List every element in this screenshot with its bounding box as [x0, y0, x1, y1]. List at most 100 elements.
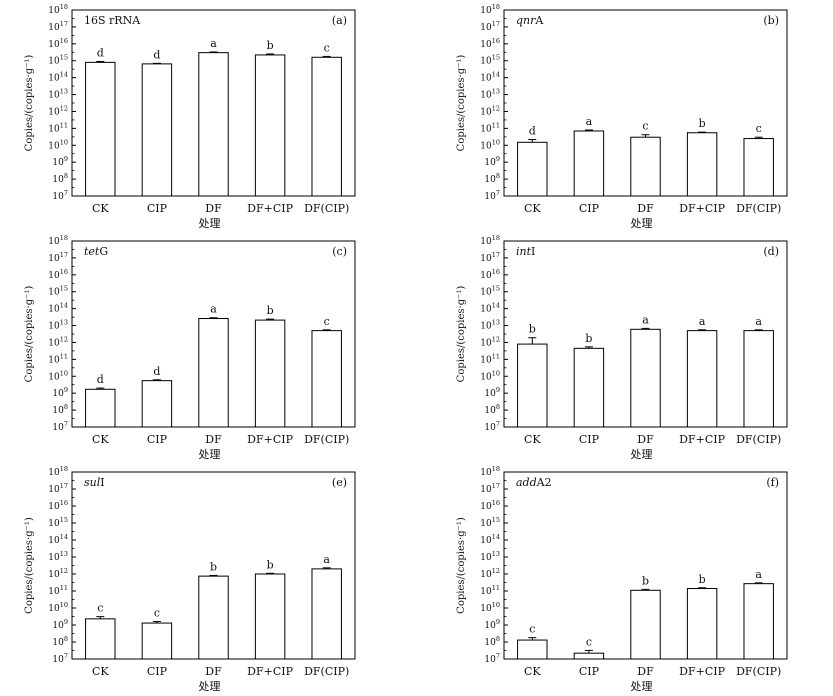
- significance-label-d-0: b: [529, 323, 536, 336]
- y-tick-label-d-16: 1016: [480, 268, 500, 281]
- y-tick-label-c-13: 1013: [48, 319, 68, 332]
- significance-label-d-4: a: [755, 315, 762, 328]
- bar-b-2: [630, 136, 661, 197]
- y-tick-label-d-13: 1013: [480, 319, 500, 332]
- y-tick-label-b-9: 109: [484, 155, 500, 168]
- panel-label-b: (b): [763, 14, 779, 27]
- significance-label-f-3: b: [699, 573, 706, 586]
- y-tick-label-b-16: 1016: [480, 37, 500, 50]
- bar-f-1: [573, 652, 605, 660]
- significance-label-d-3: a: [699, 315, 706, 328]
- y-tick-label-a-13: 1013: [48, 88, 68, 101]
- y-tick-label-f-10: 1010: [480, 601, 500, 614]
- y-tick-label-a-16: 1016: [48, 37, 68, 50]
- category-label-a-2: DF: [205, 202, 222, 215]
- y-tick-label-a-15: 1015: [48, 54, 68, 67]
- category-label-e-2: DF: [205, 665, 222, 678]
- y-tick-label-f-16: 1016: [480, 499, 500, 512]
- bar-f-0: [517, 639, 548, 660]
- bar-f-4: [743, 583, 774, 660]
- panel-title-b: qnrA: [516, 14, 544, 27]
- y-tick-label-c-17: 1017: [48, 251, 68, 264]
- significance-label-c-4: c: [324, 315, 330, 328]
- panel-title-c: tetG: [84, 245, 108, 258]
- bar-a-1: [141, 63, 173, 197]
- category-label-d-3: DF+CIP: [679, 433, 725, 446]
- category-label-c-1: CIP: [147, 433, 168, 446]
- bar-c-0: [85, 388, 116, 428]
- y-tick-label-b-12: 1012: [480, 104, 500, 117]
- significance-label-c-2: a: [210, 303, 217, 316]
- category-label-c-0: CK: [92, 433, 109, 446]
- y-tick-label-c-16: 1016: [48, 268, 68, 281]
- category-label-f-1: CIP: [579, 665, 600, 678]
- significance-label-e-3: b: [267, 558, 274, 571]
- bar-b-3: [686, 132, 718, 197]
- significance-label-d-1: b: [585, 332, 592, 345]
- panel-a: 107 108 109 1010 1011 1012 1013 1014 1015 1016 101…: [24, 3, 356, 230]
- bar-d-1: [573, 347, 605, 428]
- category-label-c-2: DF: [205, 433, 222, 446]
- category-label-d-1: CIP: [579, 433, 600, 446]
- bar-c-3: [254, 319, 286, 428]
- panel-b: 107 108 109 1010 1011 1012 1013 1014 1015 1016 101…: [456, 3, 788, 230]
- category-label-e-0: CK: [92, 665, 109, 678]
- bar-e-2: [198, 575, 229, 660]
- category-label-b-3: DF+CIP: [679, 202, 725, 215]
- bar-d-2: [630, 328, 661, 428]
- significance-label-c-0: d: [97, 373, 104, 386]
- category-label-c-4: DF(CIP): [304, 433, 349, 446]
- category-label-e-4: DF(CIP): [304, 665, 349, 678]
- bar-c-4: [311, 330, 342, 428]
- x-axis-label-e: 处理: [199, 680, 221, 693]
- y-tick-label-c-18: 1018: [48, 234, 68, 247]
- significance-label-c-1: d: [153, 365, 160, 378]
- y-tick-label-e-12: 1012: [48, 567, 68, 580]
- significance-label-e-2: b: [210, 560, 217, 573]
- category-label-a-1: CIP: [147, 202, 168, 215]
- y-tick-label-d-7: 107: [484, 420, 500, 433]
- category-label-b-2: DF: [637, 202, 654, 215]
- category-label-f-0: CK: [524, 665, 541, 678]
- significance-label-a-0: d: [97, 47, 104, 60]
- category-label-f-2: DF: [637, 665, 654, 678]
- bar-a-4: [311, 56, 342, 197]
- y-tick-label-d-9: 109: [484, 386, 500, 399]
- y-tick-label-b-17: 1017: [480, 20, 500, 33]
- category-label-d-4: DF(CIP): [736, 433, 781, 446]
- category-label-c-3: DF+CIP: [247, 433, 293, 446]
- y-tick-label-a-7: 107: [52, 189, 68, 202]
- bar-c-2: [198, 318, 229, 428]
- bar-f-3: [686, 588, 718, 660]
- y-tick-label-b-7: 107: [484, 189, 500, 202]
- y-tick-label-f-7: 107: [484, 652, 500, 665]
- y-tick-label-b-14: 1014: [480, 71, 500, 84]
- y-axis-label-f: Copies/(copies·g⁻¹): [456, 517, 467, 614]
- panel-label-e: (e): [332, 476, 347, 489]
- panel-title-e: sulI: [84, 476, 105, 489]
- significance-label-b-3: b: [699, 117, 706, 130]
- significance-label-f-0: c: [529, 623, 535, 636]
- y-tick-label-e-14: 1014: [48, 533, 68, 546]
- y-tick-label-e-10: 1010: [48, 601, 68, 614]
- y-tick-label-f-15: 1015: [480, 516, 500, 529]
- y-tick-label-f-14: 1014: [480, 533, 500, 546]
- x-axis-label-f: 处理: [631, 680, 653, 693]
- significance-label-a-3: b: [267, 39, 274, 52]
- category-label-b-4: DF(CIP): [736, 202, 781, 215]
- significance-label-e-1: c: [154, 607, 160, 620]
- significance-label-a-4: c: [324, 41, 330, 54]
- bar-e-0: [85, 618, 116, 660]
- significance-label-a-1: d: [153, 48, 160, 61]
- x-axis-label-d: 处理: [631, 448, 653, 461]
- category-label-a-3: DF+CIP: [247, 202, 293, 215]
- category-label-b-0: CK: [524, 202, 541, 215]
- significance-label-f-4: a: [755, 568, 762, 581]
- y-tick-label-c-12: 1012: [48, 335, 68, 348]
- y-tick-label-b-11: 1011: [480, 121, 500, 134]
- category-label-e-1: CIP: [147, 665, 168, 678]
- category-label-a-4: DF(CIP): [304, 202, 349, 215]
- bar-b-0: [517, 141, 548, 197]
- y-tick-label-e-8: 108: [52, 635, 68, 648]
- category-label-d-2: DF: [637, 433, 654, 446]
